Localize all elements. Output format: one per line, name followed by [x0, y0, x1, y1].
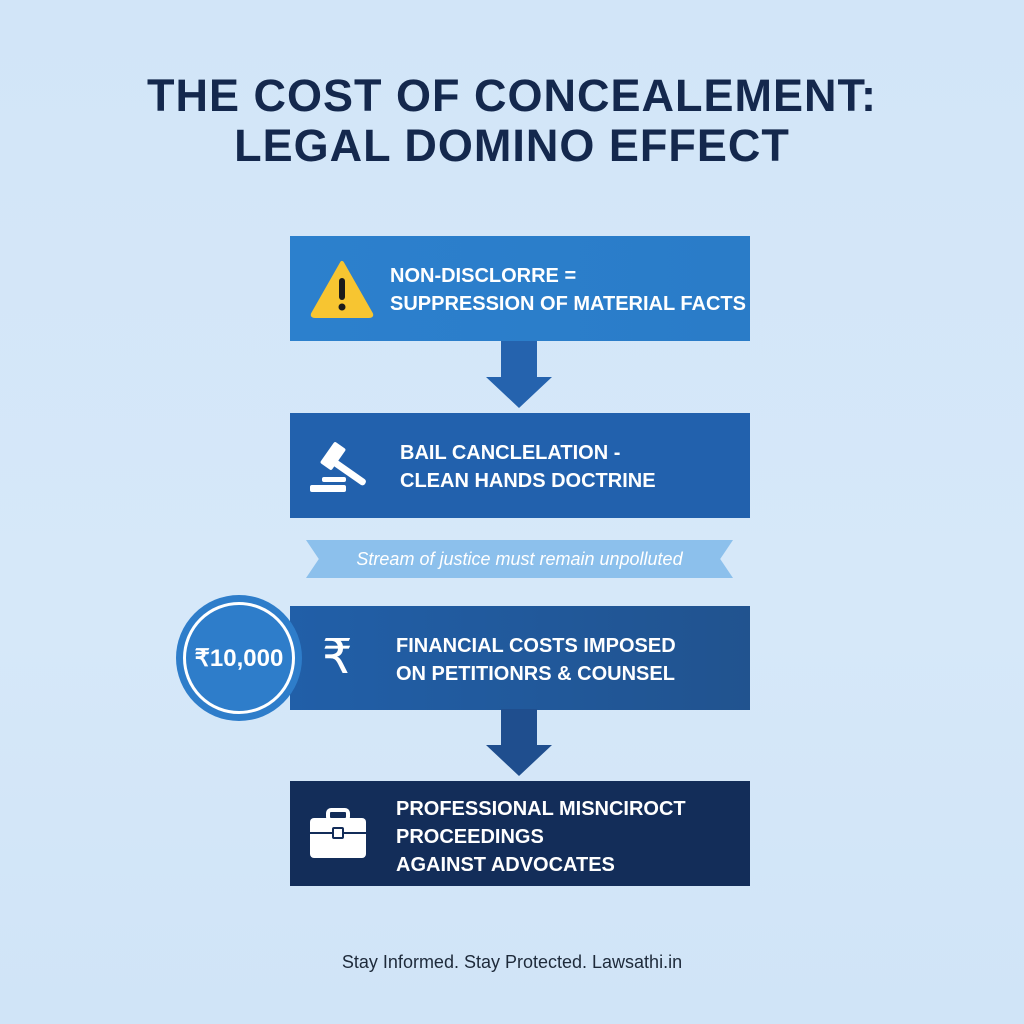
step-bail-cancellation: BAIL CANCLELATION - CLEAN HANDS DOCTRINE	[290, 413, 750, 518]
down-arrow-1	[486, 341, 552, 408]
step-non-disclosure: NON-DISCLORRE = SUPPRESSION OF MATERIAL F…	[290, 236, 750, 341]
principle-banner: Stream of justice must remain unpolluted	[306, 540, 733, 578]
step-4-line-1: PROFESSIONAL MISNCIROCT	[396, 798, 686, 820]
step-3-line-1: FINANCIAL COSTS IMPOSED	[396, 635, 676, 657]
gavel-icon	[310, 441, 366, 492]
step-professional-misconduct: PROFESSIONAL MISNCIROCT PROCEEDINGS AGAINS…	[290, 781, 750, 886]
down-arrow-2	[486, 709, 552, 776]
step-1-line-2: SUPPRESSION OF MATERIAL FACTS	[390, 293, 746, 315]
step-4-line-3: AGAINST ADVOCATES	[396, 854, 615, 876]
step-3-line-2: ON PETITIONRS & COUNSEL	[396, 663, 675, 685]
step-2-line-1: BAIL CANCLELATION -	[400, 442, 621, 464]
title-line-2: LEGAL DOMINO EFFECT	[234, 120, 790, 171]
rupee-icon: ₹	[322, 631, 353, 684]
cost-badge-amount: ₹10,000	[194, 644, 284, 672]
warning-icon	[310, 260, 374, 318]
step-financial-costs: ₹ FINANCIAL COSTS IMPOSED ON PETITIONRS &…	[290, 606, 750, 710]
footer-tagline: Stay Informed. Stay Protected. Lawsathi.…	[341, 952, 683, 972]
step-1-line-1: NON-DISCLORRE =	[390, 265, 577, 287]
step-4-line-2: PROCEEDINGS	[396, 826, 544, 848]
step-2-line-2: CLEAN HANDS DOCTRINE	[400, 470, 656, 492]
title-line-1: THE COST OF CONCEALEMENT:	[147, 70, 877, 121]
cost-badge: ₹10,000	[176, 595, 302, 721]
briefcase-icon	[310, 807, 366, 858]
